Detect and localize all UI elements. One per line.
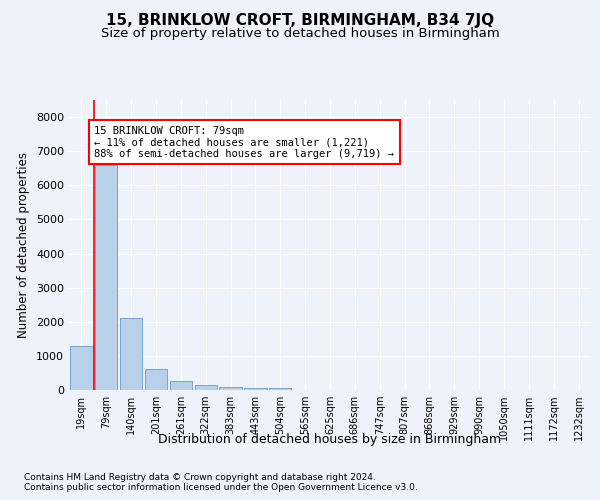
Bar <box>120 318 142 390</box>
Text: Distribution of detached houses by size in Birmingham: Distribution of detached houses by size … <box>158 432 502 446</box>
Bar <box>170 382 192 390</box>
Y-axis label: Number of detached properties: Number of detached properties <box>17 152 31 338</box>
Text: Contains public sector information licensed under the Open Government Licence v3: Contains public sector information licen… <box>24 482 418 492</box>
Bar <box>220 386 242 390</box>
Bar <box>70 346 92 390</box>
Bar <box>145 368 167 390</box>
Text: 15 BRINKLOW CROFT: 79sqm
← 11% of detached houses are smaller (1,221)
88% of sem: 15 BRINKLOW CROFT: 79sqm ← 11% of detach… <box>94 126 394 159</box>
Text: Size of property relative to detached houses in Birmingham: Size of property relative to detached ho… <box>101 28 499 40</box>
Bar <box>95 165 118 390</box>
Bar <box>269 388 292 390</box>
Bar <box>194 386 217 390</box>
Text: 15, BRINKLOW CROFT, BIRMINGHAM, B34 7JQ: 15, BRINKLOW CROFT, BIRMINGHAM, B34 7JQ <box>106 12 494 28</box>
Bar <box>244 388 266 390</box>
Text: Contains HM Land Registry data © Crown copyright and database right 2024.: Contains HM Land Registry data © Crown c… <box>24 472 376 482</box>
